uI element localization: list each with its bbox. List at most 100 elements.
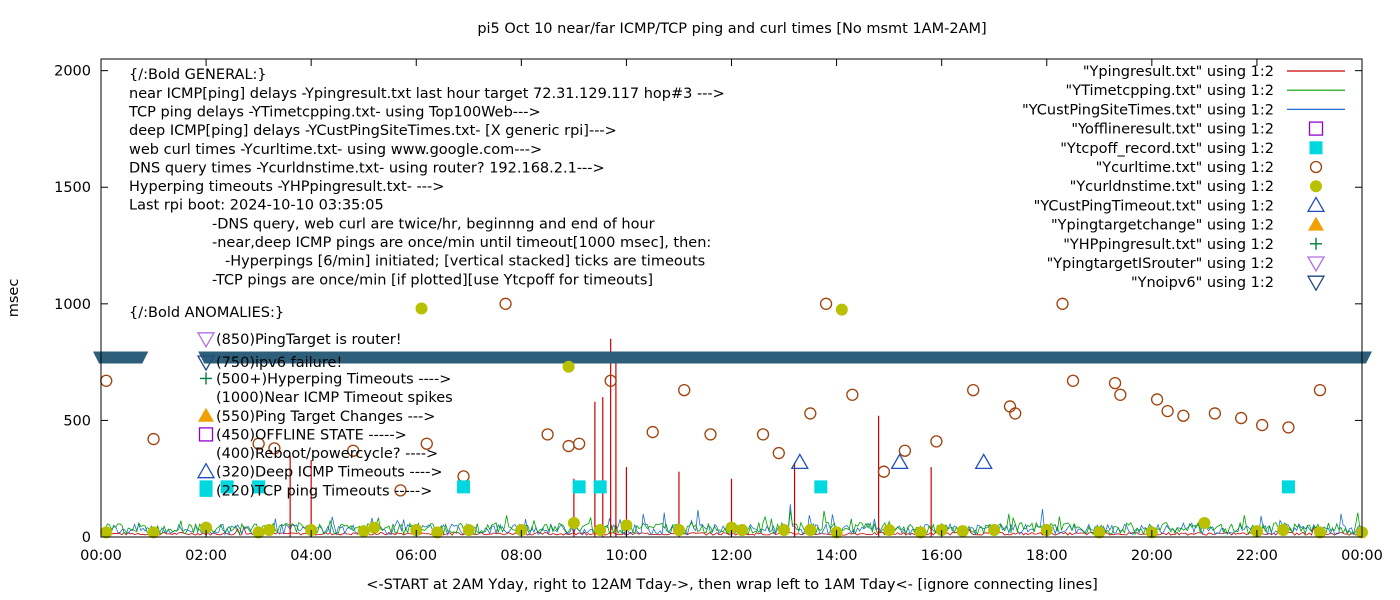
curl-point xyxy=(898,444,912,457)
y-axis-label: msec xyxy=(6,279,22,318)
curl-point xyxy=(1056,297,1069,310)
legend-marker xyxy=(1308,216,1324,231)
dns-point xyxy=(562,360,575,373)
dns-point xyxy=(672,524,685,537)
anomaly-label: (320)Deep ICMP Timeouts ----> xyxy=(216,465,443,481)
ipv6-band-right xyxy=(198,351,1372,364)
info-line: DNS query times -Ycurldnstime.txt- using… xyxy=(129,160,605,176)
curl-point xyxy=(756,428,770,441)
y-tick-label: 2000 xyxy=(54,64,91,80)
curl-point xyxy=(1161,404,1174,418)
info-line: {/:Bold ANOMALIES:} xyxy=(129,305,284,321)
dns-point xyxy=(252,526,265,539)
legend-label: "Yofflineresult.txt" using 1:2 xyxy=(1071,122,1274,138)
anomaly-label: (1000)Near ICMP Timeout spikes xyxy=(216,390,453,406)
anomaly-marker xyxy=(198,427,214,442)
legend-marker xyxy=(1309,141,1323,155)
dns-point xyxy=(1313,526,1326,539)
x-tick-label: 06:00 xyxy=(395,548,437,564)
y-tick-label: 1000 xyxy=(54,297,91,313)
y-tick-label: 500 xyxy=(63,413,91,429)
legend-label: "Ynoipv6" using 1:2 xyxy=(1131,275,1274,291)
cust-timeout-point xyxy=(890,453,909,470)
legend-marker xyxy=(1309,160,1323,174)
ipv6-band-left xyxy=(93,351,149,364)
legend-label: "YCustPingSiteTimes.txt" using 1:2 xyxy=(1022,102,1274,118)
x-tick-label: 14:00 xyxy=(816,548,858,564)
info-line: TCP ping delays -YTimetcpping.txt- using… xyxy=(128,104,541,120)
curl-point xyxy=(562,439,575,453)
curl-point xyxy=(646,425,659,439)
curl-point xyxy=(678,383,691,397)
curl-point xyxy=(268,442,281,455)
legend-marker xyxy=(1310,237,1322,250)
tcpoff-point xyxy=(252,480,266,494)
x-tick-label: 00:00 xyxy=(80,548,122,564)
curl-point xyxy=(1282,421,1295,434)
dns-point xyxy=(1198,517,1211,530)
anomaly-marker xyxy=(196,332,216,349)
cust-timeout-point xyxy=(790,453,809,470)
anomaly-label: (400)Reboot/powercycle? ----> xyxy=(216,446,438,462)
curl-point xyxy=(819,297,833,310)
curl-point xyxy=(1177,409,1190,422)
cust-timeout-point xyxy=(974,453,993,470)
curl-point xyxy=(804,407,817,420)
curl-point xyxy=(572,437,586,450)
curl-point xyxy=(877,465,891,478)
anomaly-marker xyxy=(196,355,216,372)
curl-point xyxy=(1009,407,1022,420)
info-line: -TCP pings are once/min [if plotted][use… xyxy=(212,272,653,288)
curl-point xyxy=(1208,407,1222,420)
dns-point xyxy=(835,303,848,316)
info-line: Last rpi boot: 2024-10-10 03:35:05 xyxy=(129,198,384,214)
x-tick-label: 08:00 xyxy=(500,548,542,564)
info-line: near ICMP[ping] delays -Ypingresult.txt … xyxy=(129,86,725,102)
legend-label: "Ycurldnstime.txt" using 1:2 xyxy=(1070,179,1274,195)
anomaly-label: (220)TCP ping Timeouts -----> xyxy=(216,483,432,499)
dns-point xyxy=(147,526,160,539)
curl-point xyxy=(147,432,160,446)
curl-point xyxy=(1235,411,1248,425)
dns-point xyxy=(1093,526,1106,539)
x-tick-label: 16:00 xyxy=(921,548,963,564)
tcpoff-point xyxy=(220,480,234,494)
legend-marker xyxy=(1310,180,1322,193)
x-tick-label: 22:00 xyxy=(1236,548,1278,564)
tcpoff-point xyxy=(814,480,828,494)
curl-point xyxy=(420,437,433,450)
dns-point xyxy=(988,524,1001,537)
curl-point xyxy=(541,428,554,441)
x-tick-label: 12:00 xyxy=(711,548,753,564)
dns-point xyxy=(431,526,444,539)
dns-point xyxy=(415,302,428,315)
x-tick-label: 18:00 xyxy=(1026,548,1068,564)
axes-layer xyxy=(100,58,1363,538)
info-line: Hyperping timeouts -YHPpingresult.txt- -… xyxy=(129,179,444,195)
anomaly-marker xyxy=(198,407,214,422)
legend-marker xyxy=(1306,256,1326,273)
curl-point xyxy=(100,374,113,387)
dns-point xyxy=(567,517,580,530)
anomaly-label: (550)Ping Target Changes ---> xyxy=(216,409,435,425)
x-tick-label: 20:00 xyxy=(1131,548,1173,564)
info-line: web curl times -Ycurltime.txt- using www… xyxy=(129,142,542,158)
curl-point xyxy=(846,388,859,401)
y-tick-label: 0 xyxy=(82,530,91,546)
curl-point xyxy=(604,374,617,387)
y-tick-label: 1500 xyxy=(54,180,91,196)
curl-point xyxy=(704,428,717,441)
dns-point xyxy=(725,521,738,534)
curl-point xyxy=(394,484,407,497)
curl-point xyxy=(347,444,360,457)
curl-point xyxy=(252,437,265,450)
dns-point xyxy=(778,524,791,537)
dns-point xyxy=(1277,524,1290,537)
dns-point xyxy=(914,526,927,539)
legend-label: "YHPpingresult.txt" using 1:2 xyxy=(1063,237,1274,253)
curl-point xyxy=(1150,393,1164,406)
legend-label: "Ycurltime.txt" using 1:2 xyxy=(1096,160,1274,176)
dns-point xyxy=(368,521,381,534)
curl-point xyxy=(772,446,785,460)
